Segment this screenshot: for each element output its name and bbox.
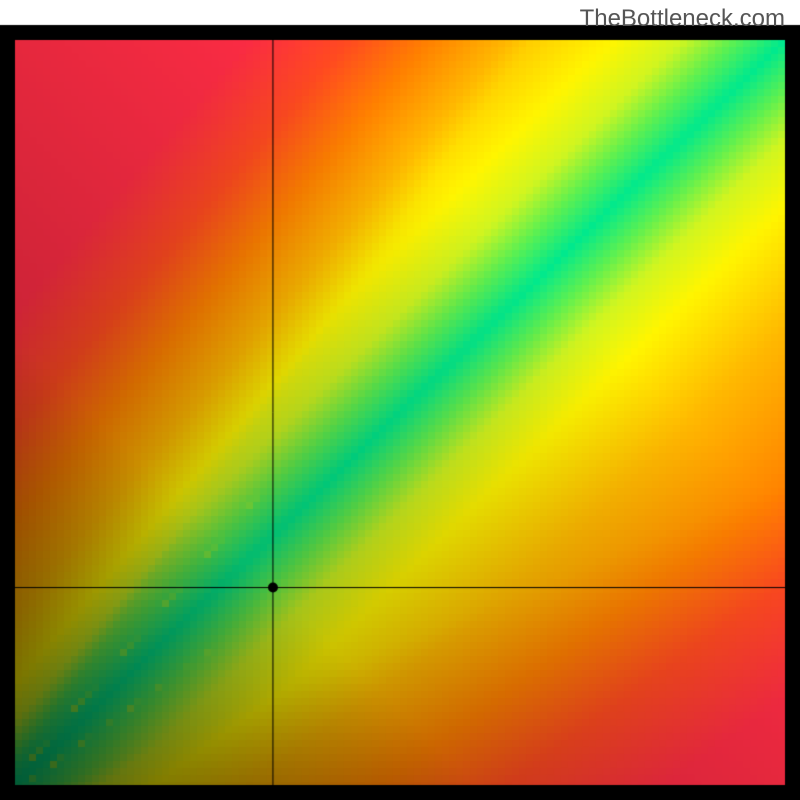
heatmap-container: TheBottleneck.com [0, 0, 800, 800]
heatmap-canvas [0, 0, 800, 800]
attribution-text: TheBottleneck.com [580, 5, 785, 33]
